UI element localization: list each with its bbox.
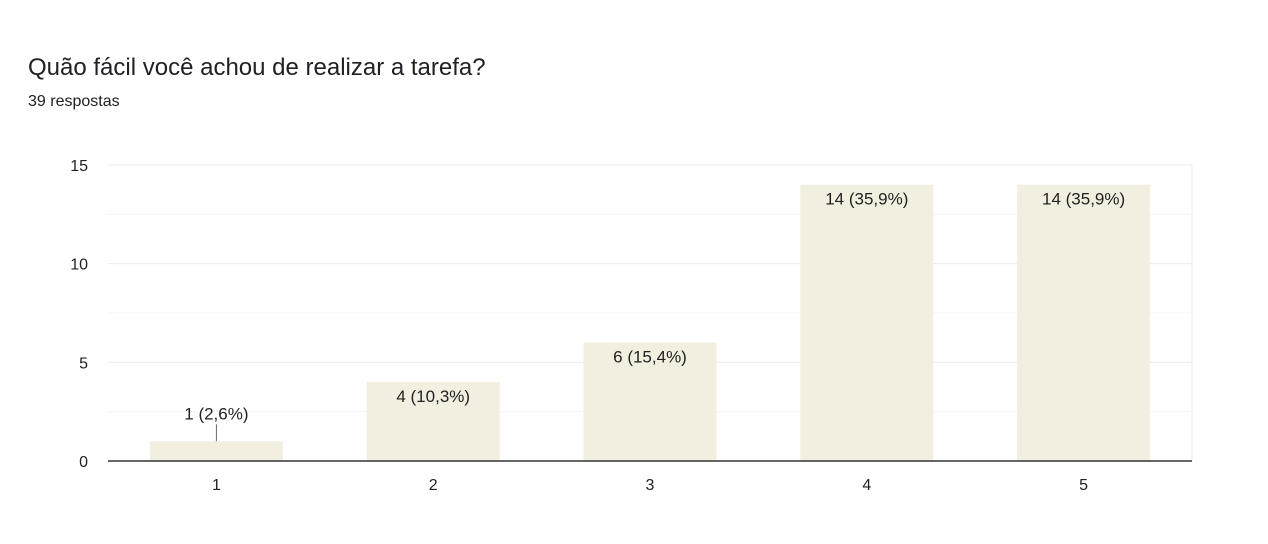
x-tick-label: 1 [212, 477, 221, 494]
bar-2[interactable] [366, 382, 500, 461]
axes: 0 5 10 15 1 2 3 4 5 [70, 158, 1192, 494]
bar-3[interactable] [583, 342, 717, 461]
question-title: Quão fácil você achou de realizar a tare… [28, 54, 486, 81]
x-tick-label: 3 [646, 477, 655, 494]
bar-1[interactable] [149, 441, 283, 461]
bars [149, 184, 1151, 461]
bar-4[interactable] [800, 184, 934, 461]
x-tick-label: 5 [1079, 477, 1088, 494]
x-tick-label: 2 [429, 477, 438, 494]
data-labels: 1 (2,6%) 4 (10,3%) 6 (15,4%) 14 (35,9%) 14 (… [184, 190, 1125, 442]
bar-5[interactable] [1017, 184, 1151, 461]
data-label: 1 (2,6%) [184, 404, 248, 423]
y-tick-label: 0 [79, 454, 88, 471]
data-label: 4 (10,3%) [396, 387, 470, 406]
y-tick-label: 10 [70, 257, 88, 274]
data-label: 14 (35,9%) [825, 190, 908, 209]
y-tick-label: 15 [70, 158, 88, 175]
y-tick-label: 5 [79, 355, 88, 372]
data-label: 14 (35,9%) [1042, 190, 1125, 209]
x-tick-label: 4 [862, 477, 871, 494]
response-count: 39 respostas [28, 93, 120, 110]
data-label: 6 (15,4%) [613, 348, 687, 367]
